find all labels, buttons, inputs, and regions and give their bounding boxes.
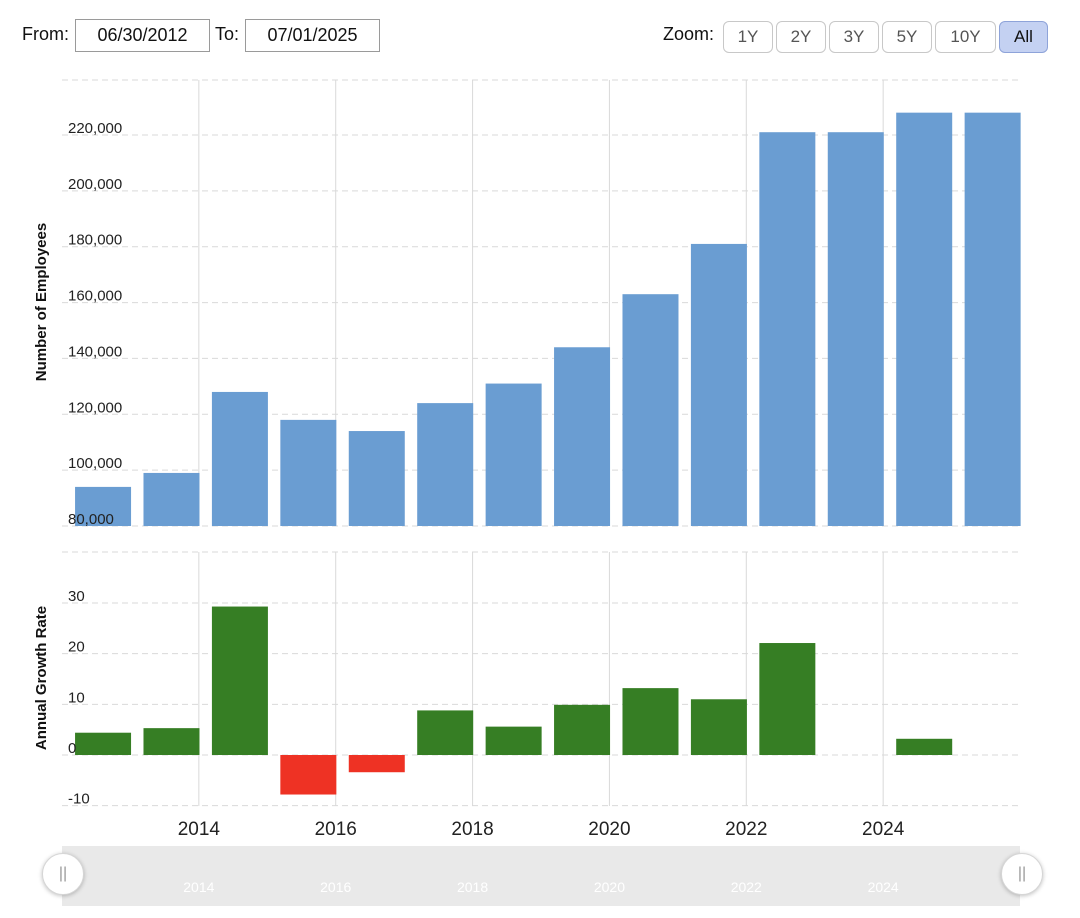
- growth-bar: [75, 732, 132, 755]
- growth-bar: [554, 704, 611, 755]
- grip-icon: ||: [58, 865, 68, 882]
- employees-ytick-label: 200,000: [68, 176, 122, 193]
- zoom-1y-button[interactable]: 1Y: [723, 21, 773, 53]
- growth-axis-title: Annual Growth Rate: [33, 606, 50, 750]
- zoom-2y-button[interactable]: 2Y: [776, 21, 826, 53]
- employees-ytick-label: 180,000: [68, 232, 122, 249]
- growth-bar: [417, 710, 474, 755]
- employees-axis-title: Number of Employees: [33, 223, 50, 381]
- employees-bar: [896, 112, 953, 527]
- navigator-year-label: 2020: [594, 879, 625, 895]
- growth-ytick-label: 20: [68, 639, 85, 656]
- zoom-all-button[interactable]: All: [999, 21, 1048, 53]
- employees-ytick-label: 80,000: [68, 511, 114, 528]
- growth-bar: [485, 726, 542, 755]
- from-label: From:: [22, 24, 69, 44]
- employees-bar: [280, 419, 337, 526]
- navigator-left-handle[interactable]: ||: [42, 853, 84, 895]
- employees-ytick-label: 140,000: [68, 343, 122, 360]
- employees-bar: [348, 431, 405, 526]
- zoom-10y-button[interactable]: 10Y: [935, 21, 996, 53]
- x-tick-label: 2018: [451, 819, 493, 840]
- range-navigator[interactable]: 2014 2016 2018 2020 2022 2024: [62, 846, 1020, 906]
- navigator-year-label: 2016: [320, 879, 351, 895]
- employees-bar: [827, 132, 884, 526]
- navigator-year-label: 2018: [457, 879, 488, 895]
- growth-bars: [75, 606, 953, 795]
- navigator-year-label: 2014: [183, 879, 214, 895]
- axis-labels: 80,000 100,000 120,000 140,000 160,000 180,00…: [68, 120, 905, 840]
- zoom-3y-button[interactable]: 3Y: [829, 21, 879, 53]
- employee-bars: [75, 112, 1021, 527]
- navigator-strip: [62, 846, 1020, 906]
- employees-bar: [75, 486, 132, 526]
- employees-bar: [622, 294, 679, 526]
- employees-ytick-label: 100,000: [68, 455, 122, 472]
- employees-bar: [485, 383, 542, 526]
- x-tick-label: 2014: [178, 819, 221, 840]
- employees-bar: [211, 391, 268, 526]
- employees-ytick-label: 120,000: [68, 399, 122, 416]
- grip-icon: ||: [1017, 865, 1027, 882]
- navigator-year-label: 2024: [868, 879, 899, 895]
- growth-bar: [211, 606, 268, 755]
- employees-bar: [143, 472, 200, 526]
- growth-bar: [348, 755, 405, 773]
- growth-bar: [280, 755, 337, 795]
- zoom-5y-button[interactable]: 5Y: [882, 21, 932, 53]
- navigator-year-label: 2022: [731, 879, 762, 895]
- employees-bar: [964, 112, 1021, 527]
- employees-bar: [690, 243, 747, 526]
- growth-bar: [690, 699, 747, 755]
- growth-bar: [622, 688, 679, 755]
- navigator-right-handle[interactable]: ||: [1001, 853, 1043, 895]
- x-tick-label: 2016: [315, 819, 357, 840]
- growth-ytick-label: -10: [68, 791, 90, 808]
- growth-ytick-label: 0: [68, 740, 76, 757]
- from-date-input[interactable]: [75, 19, 210, 52]
- growth-ytick-label: 10: [68, 689, 85, 706]
- employees-ytick-label: 160,000: [68, 288, 122, 305]
- growth-bar: [759, 643, 816, 755]
- x-tick-label: 2024: [862, 819, 905, 840]
- growth-bar: [143, 728, 200, 755]
- zoom-label: Zoom:: [663, 24, 715, 44]
- employees-ytick-label: 220,000: [68, 120, 122, 137]
- employees-bar: [554, 347, 611, 526]
- x-tick-label: 2020: [588, 819, 630, 840]
- growth-bar: [896, 738, 953, 755]
- x-tick-label: 2022: [725, 819, 767, 840]
- to-label: To:: [215, 24, 240, 44]
- employees-bar: [759, 132, 816, 526]
- employees-bar: [417, 403, 474, 526]
- to-date-input[interactable]: [245, 19, 380, 52]
- growth-ytick-label: 30: [68, 588, 85, 605]
